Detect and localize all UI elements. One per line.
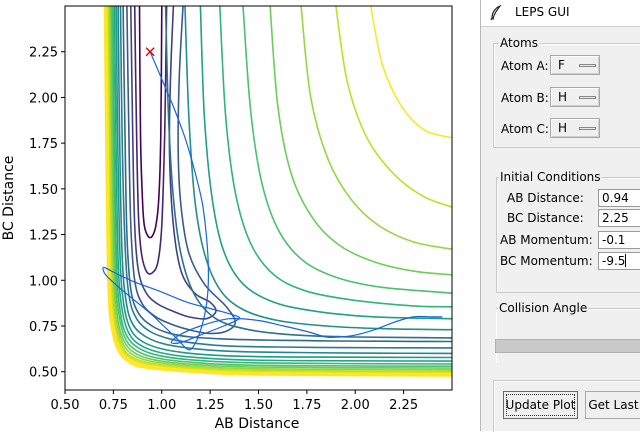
menu-indicator-icon xyxy=(579,64,596,67)
contour-line-2 xyxy=(130,6,217,320)
atom-b-label: Atom B: xyxy=(501,91,549,105)
start-point-marker xyxy=(145,47,155,57)
contour-line-5 xyxy=(119,6,452,349)
x-tick-label: 0.75 xyxy=(99,398,128,413)
collision-angle-group: Collision Angle xyxy=(496,301,640,363)
contour-line-20 xyxy=(219,6,452,308)
chart-svg: 0.50 0.75 1.00 1.25 1.50 1.75 2.00 2.25 0.50 0.7… xyxy=(1,5,453,431)
atom-a-value: F xyxy=(558,58,565,72)
contour-line-7 xyxy=(115,6,452,359)
window-title: LEPS GUI xyxy=(515,5,570,19)
y-tick-label: 1.75 xyxy=(29,137,58,152)
y-tick-label: 1.00 xyxy=(29,274,58,289)
contour-line-16 xyxy=(104,6,452,376)
atom-c-label: Atom C: xyxy=(501,122,549,136)
buttons-frame xyxy=(493,380,640,432)
y-tick-label: 2.00 xyxy=(29,91,58,106)
ab-momentum-label: AB Momentum: xyxy=(500,233,593,247)
leps-contour-plot: 0.50 0.75 1.00 1.25 1.50 1.75 2.00 2.25 0.50 0.7… xyxy=(1,5,453,431)
y-tick-label: 0.50 xyxy=(29,366,58,381)
contour-line-6 xyxy=(117,6,452,355)
atom-b-select[interactable]: H xyxy=(550,87,600,107)
feather-icon xyxy=(490,5,502,21)
y-tick-label: 0.75 xyxy=(29,320,58,335)
contour-line-15 xyxy=(105,6,452,375)
contour-line-22 xyxy=(269,6,452,276)
atom-c-select[interactable]: H xyxy=(550,118,600,138)
atoms-group-title: Atoms xyxy=(499,36,539,50)
atom-c-value: H xyxy=(558,121,568,135)
contour-line-23 xyxy=(300,6,452,250)
bc-momentum-value: -9.5 xyxy=(602,254,626,268)
atom-b-value: H xyxy=(558,90,568,104)
x-axis-label: AB Distance xyxy=(215,416,300,431)
contour-line-1 xyxy=(133,6,168,275)
atom-a-label: Atom A: xyxy=(501,59,549,73)
contour-lines xyxy=(103,6,452,377)
y-tick-label: 1.25 xyxy=(29,229,58,244)
contour-line-18 xyxy=(184,6,452,331)
contour-line-13 xyxy=(107,6,452,372)
atoms-group: Atoms Atom A: F Atom B: H Atom C: H xyxy=(493,36,640,148)
x-tick-label: 1.50 xyxy=(244,398,273,413)
x-tick-label: 1.00 xyxy=(147,398,176,413)
window-titlebar: LEPS GUI xyxy=(481,0,640,27)
contour-line-26 xyxy=(164,6,452,339)
get-last-geometry-button[interactable]: Get Last G xyxy=(585,391,640,419)
bc-distance-input[interactable]: 2.25 xyxy=(598,209,640,227)
initial-conditions-group: Initial Conditions AB Distance: 0.94 BC … xyxy=(496,170,640,293)
text-cursor xyxy=(625,254,627,267)
menu-indicator-icon xyxy=(579,96,596,99)
contour-line-11 xyxy=(109,6,452,369)
y-axis-label: BC Distance xyxy=(1,156,17,241)
contour-line-17 xyxy=(103,6,452,377)
contour-line-24 xyxy=(335,6,452,208)
contour-line-12 xyxy=(108,6,452,371)
ab-momentum-input[interactable]: -0.1 xyxy=(598,231,640,249)
x-tick-label: 2.00 xyxy=(341,398,370,413)
trajectory-line xyxy=(102,51,443,351)
update-plot-button[interactable]: Update Plot xyxy=(503,391,578,419)
x-tick-label: 2.25 xyxy=(389,398,418,413)
y-tick-label: 1.50 xyxy=(29,183,58,198)
bc-distance-label: BC Distance: xyxy=(507,211,584,225)
atom-a-select[interactable]: F xyxy=(550,55,600,75)
menu-indicator-icon xyxy=(579,127,596,130)
contour-line-0 xyxy=(138,6,163,239)
leps-gui-window: LEPS GUI Atoms Atom A: F Atom B: H Atom … xyxy=(480,0,640,432)
contour-line-19 xyxy=(199,6,452,320)
contour-line-8 xyxy=(113,6,452,362)
y-tick-label: 2.25 xyxy=(29,46,58,61)
contour-line-9 xyxy=(112,6,452,365)
bc-momentum-input[interactable]: -9.5 xyxy=(598,252,640,270)
trajectory-layer xyxy=(102,47,443,351)
x-tick-label: 1.75 xyxy=(292,398,321,413)
contour-line-21 xyxy=(242,6,452,294)
initial-conditions-title: Initial Conditions xyxy=(499,170,602,184)
y-axis-ticks: 0.50 0.75 1.00 1.25 1.50 1.75 2.00 2.25 xyxy=(29,46,65,381)
contour-line-10 xyxy=(110,6,452,367)
contour-line-25 xyxy=(369,6,452,139)
contour-line-14 xyxy=(106,6,452,374)
x-tick-label: 1.25 xyxy=(196,398,225,413)
contour-line-3 xyxy=(126,6,237,335)
collision-angle-slider[interactable] xyxy=(495,339,640,353)
x-tick-label: 0.50 xyxy=(51,398,80,413)
collision-angle-title: Collision Angle xyxy=(498,301,589,315)
bc-momentum-label: BC Momentum: xyxy=(500,254,593,268)
ab-distance-label: AB Distance: xyxy=(507,191,584,205)
contour-line-4 xyxy=(122,6,452,343)
x-axis-ticks: 0.50 0.75 1.00 1.25 1.50 1.75 2.00 2.25 xyxy=(51,390,418,413)
ab-distance-input[interactable]: 0.94 xyxy=(598,189,640,207)
